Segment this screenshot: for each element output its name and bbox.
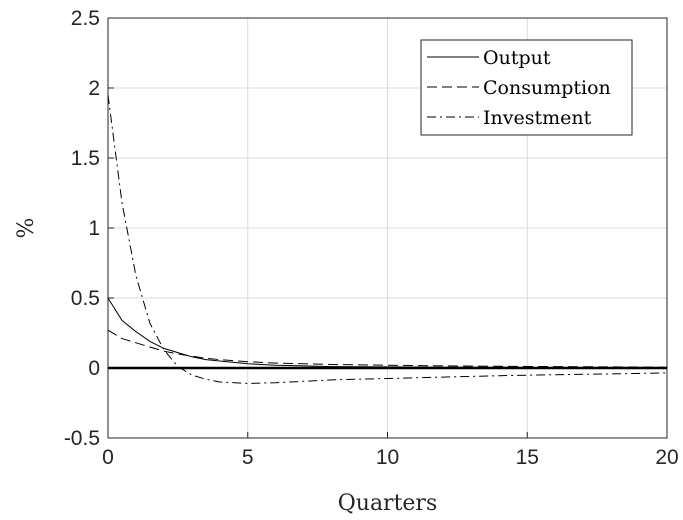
y-tick-label: 0 bbox=[88, 357, 100, 380]
series-line-investment bbox=[107, 94, 668, 384]
legend-box bbox=[420, 39, 633, 136]
x-tick-label: 15 bbox=[516, 446, 539, 469]
y-tick-label: 1 bbox=[88, 217, 100, 240]
series-line-consumption bbox=[107, 329, 668, 368]
y-tick-label: 0.5 bbox=[71, 287, 100, 310]
x-tick-label: 0 bbox=[102, 446, 114, 469]
legend-label-investment: Investment bbox=[483, 107, 592, 129]
x-tick-label: 20 bbox=[655, 446, 678, 469]
x-tick-label: 10 bbox=[376, 446, 399, 469]
legend: Output Consumption Investment bbox=[420, 39, 633, 136]
x-axis-title: Quarters bbox=[338, 491, 438, 516]
series-line-output bbox=[107, 297, 667, 369]
ticks-layer: 0 5 10 15 20-0.500.511.522.5 bbox=[64, 7, 679, 469]
x-tick-label: 5 bbox=[242, 446, 254, 469]
y-tick-label: -0.5 bbox=[64, 427, 100, 450]
y-axis-title: % bbox=[14, 218, 39, 239]
y-tick-label: 2.5 bbox=[71, 7, 100, 30]
legend-label-output: Output bbox=[483, 47, 551, 69]
y-tick-label: 1.5 bbox=[71, 147, 100, 170]
y-tick-label: 2 bbox=[88, 77, 100, 100]
series-layer bbox=[107, 94, 668, 384]
legend-label-consumption: Consumption bbox=[483, 77, 611, 99]
